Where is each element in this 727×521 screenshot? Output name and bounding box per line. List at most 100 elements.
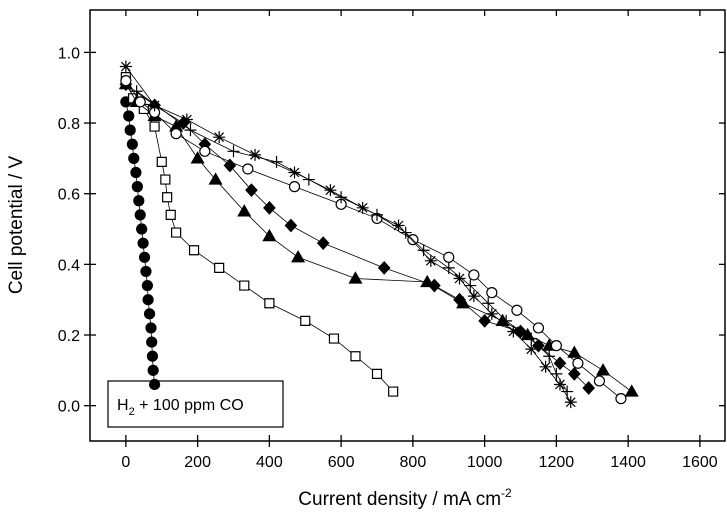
data-point [133, 195, 145, 207]
data-point [288, 181, 301, 193]
data-point [123, 110, 135, 122]
data-point [141, 280, 154, 292]
data-point [572, 357, 584, 369]
x-tick-label: 400 [256, 454, 283, 471]
data-point [486, 287, 498, 299]
data-point [328, 333, 340, 344]
data-point [208, 172, 223, 185]
series-line [136, 90, 568, 392]
data-point [156, 156, 167, 168]
y-tick-label: 1.0 [58, 45, 80, 62]
data-point [615, 393, 627, 405]
data-point [262, 228, 277, 242]
y-axis-label: Cell potential / V [6, 155, 27, 294]
x-tick-label: 600 [328, 454, 355, 471]
data-point [249, 148, 262, 161]
data-point [371, 368, 383, 379]
data-point [525, 332, 538, 345]
data-point [137, 237, 149, 249]
data-point [148, 378, 161, 390]
data-point [335, 198, 347, 210]
data-point [543, 350, 556, 363]
annotation-sub: 2 [129, 406, 135, 418]
y-tick-label: 0.0 [58, 399, 80, 416]
data-point [568, 366, 581, 381]
x-tick-label: 1400 [610, 454, 646, 471]
y-tick-label: 0.2 [58, 328, 80, 345]
x-tick-label: 1000 [467, 454, 503, 471]
x-tick-label: 0 [121, 454, 130, 471]
data-point [428, 278, 441, 293]
data-point [550, 367, 563, 380]
data-point [165, 209, 176, 221]
annotation: H2 + 100 ppm CO [117, 397, 244, 418]
data-point [316, 236, 330, 251]
data-point [214, 262, 225, 273]
data-point [142, 294, 154, 306]
x-axis-label-text: Current density / mA cm [298, 489, 501, 510]
data-point [120, 75, 132, 87]
data-point [468, 269, 480, 281]
data-point [162, 192, 173, 203]
data-point [140, 265, 152, 277]
data-point [539, 360, 552, 373]
data-point [146, 350, 159, 362]
data-point [564, 396, 577, 409]
x-tick-label: 800 [400, 454, 427, 471]
data-point [495, 313, 510, 326]
data-point [532, 322, 545, 334]
annotation-base: H [117, 397, 129, 414]
data-point [124, 124, 136, 136]
data-point [288, 166, 301, 179]
data-point [335, 191, 348, 204]
data-point [149, 121, 160, 132]
series-line [125, 76, 394, 392]
data-point [553, 356, 567, 371]
data-point [130, 166, 142, 179]
data-point [525, 343, 538, 356]
data-point [190, 151, 205, 164]
series-line [125, 66, 572, 403]
data-point [245, 183, 258, 198]
data-point [291, 250, 306, 263]
data-point [147, 364, 159, 376]
data-point [624, 384, 639, 397]
data-point [392, 219, 405, 232]
data-point [464, 279, 477, 292]
data-point [399, 226, 412, 239]
data-point [514, 324, 527, 339]
data-point [134, 209, 146, 221]
data-point [170, 128, 182, 140]
data-point [119, 60, 132, 73]
data-point [300, 315, 311, 326]
data-point [143, 308, 156, 320]
data-point [199, 145, 211, 157]
data-point [213, 131, 226, 144]
data-point [146, 336, 158, 348]
data-point [417, 244, 430, 257]
data-point [239, 280, 250, 291]
data-point [302, 173, 315, 186]
data-point [284, 218, 298, 233]
series-line [125, 80, 622, 399]
data-point [227, 145, 240, 158]
data-point [242, 163, 254, 175]
data-point [138, 251, 151, 263]
x-tick-label: 1200 [539, 454, 575, 471]
data-point [553, 378, 566, 391]
data-point [171, 227, 182, 238]
data-point [264, 298, 275, 309]
data-point [270, 155, 283, 168]
data-point [126, 138, 138, 150]
data-point [160, 174, 171, 185]
data-point [424, 254, 437, 267]
x-axis-label-sup: -2 [501, 486, 512, 500]
data-point [582, 381, 595, 395]
data-point [511, 304, 523, 316]
data-point [593, 375, 606, 387]
data-point [148, 99, 161, 112]
data-point [442, 261, 455, 274]
x-axis-label: Current density / mA cm-2 [298, 486, 512, 510]
data-point [595, 363, 611, 376]
y-tick-label: 0.6 [58, 187, 80, 204]
